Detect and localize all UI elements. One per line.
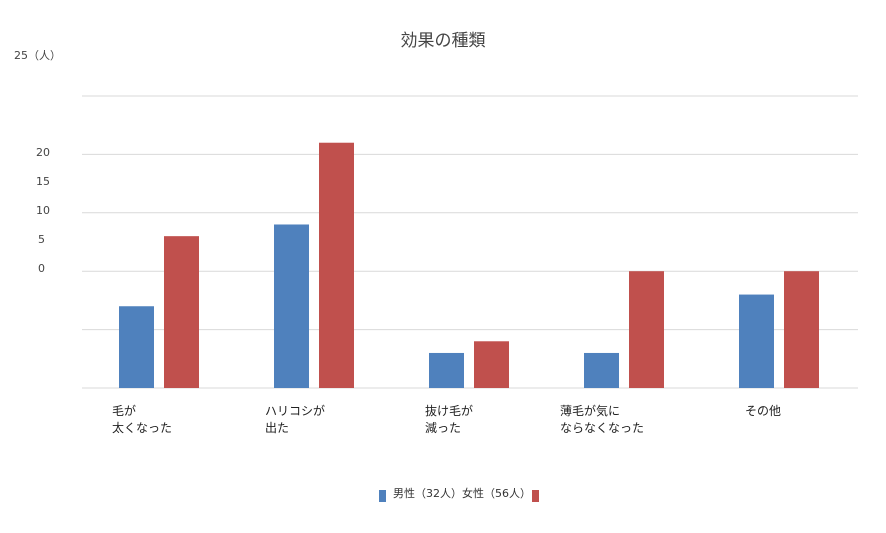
chart-title: 効果の種類 xyxy=(401,31,486,51)
y-tick-label: 15 xyxy=(36,175,50,188)
bar-female xyxy=(164,236,199,388)
bar-male xyxy=(584,352,619,388)
y-tick-label: 20 xyxy=(36,146,50,159)
bars xyxy=(119,142,819,388)
bar-female xyxy=(629,271,664,388)
category-label: 抜け毛が減った xyxy=(425,403,473,435)
bar-female xyxy=(474,341,509,388)
legend-label-female: 女性（56人） xyxy=(462,486,531,500)
category-label: ハリコシが出た xyxy=(265,403,325,435)
bar-female xyxy=(319,142,354,388)
y-tick-label: 5 xyxy=(38,233,45,246)
y-tick-label: 10 xyxy=(36,204,50,217)
legend: 男性（32人） 女性（56人） xyxy=(379,486,539,502)
y-tick-label: 0 xyxy=(38,262,45,275)
bar-male xyxy=(119,306,154,388)
legend-label-male: 男性（32人） xyxy=(393,486,462,500)
category-label: 毛が太くなった xyxy=(112,403,172,435)
category-label: その他 xyxy=(745,404,781,418)
category-label: 薄毛が気にならなくなった xyxy=(560,403,644,435)
y-tick-labels: 20 15 10 5 0 xyxy=(36,146,50,275)
legend-swatch-male xyxy=(379,490,386,502)
bar-male xyxy=(274,224,309,388)
category-labels: 毛が太くなった ハリコシが出た 抜け毛が減った 薄毛が気にならなくなった その他 xyxy=(112,403,781,435)
legend-swatch-female xyxy=(532,490,539,502)
bar-male xyxy=(739,294,774,388)
y-axis-label: 25（人） xyxy=(14,49,61,62)
bar-male xyxy=(429,352,464,388)
gridlines xyxy=(82,95,858,389)
bar-female xyxy=(784,271,819,388)
